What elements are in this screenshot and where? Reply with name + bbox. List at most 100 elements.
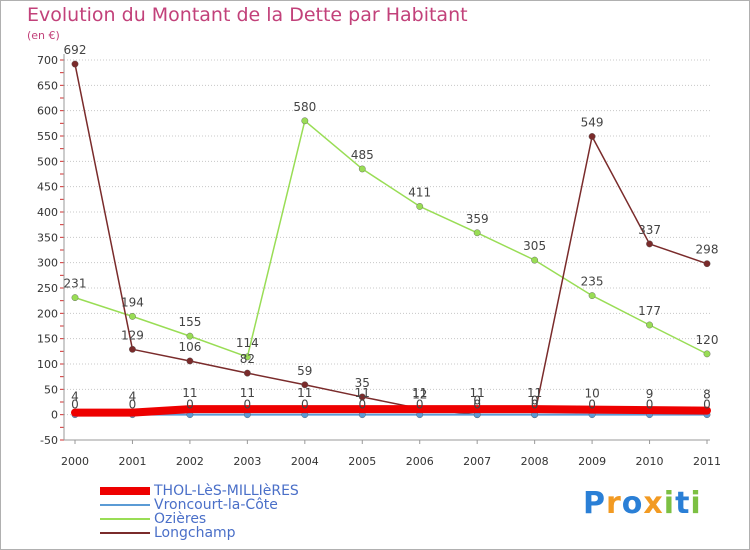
y-tick-label: 200 [37,307,58,320]
data-point [71,60,79,68]
data-label: 0 [646,398,654,412]
y-tick-label: -50 [40,434,58,447]
data-label: 549 [581,116,604,130]
x-tick-label: 2000 [61,455,89,468]
x-tick-label: 2002 [176,455,204,468]
data-label: 114 [236,336,259,350]
data-label: 9 [646,387,654,401]
data-label: 11 [297,386,312,400]
data-point [186,332,194,340]
x-tick-label: 2011 [693,455,721,468]
data-label: 411 [408,185,431,199]
data-point [129,312,136,320]
data-point [646,240,653,248]
legend: THOL-LèS-MILLIèRES Vroncourt-la-Côte Ozièr… [100,483,400,541]
x-tick-label: 2009 [578,455,606,468]
y-tick-label: 100 [37,358,58,371]
data-label: 11 [527,386,542,400]
data-label: 0 [358,398,366,412]
data-label: 0 [416,398,424,412]
data-label: 11 [470,386,485,400]
series-line [74,120,708,358]
logo-letter: i [690,486,702,521]
y-tick-label: 700 [37,54,58,67]
data-label: 194 [121,295,144,309]
data-label: 0 [703,398,711,412]
y-tick-label: 450 [37,181,58,194]
data-label: 231 [64,277,87,291]
x-tick-label: 2001 [118,455,146,468]
data-label: 82 [240,352,255,366]
data-point [71,294,79,302]
data-label: 692 [64,43,87,57]
logo-letter: r [606,486,622,521]
data-label: 0 [186,398,194,412]
data-label: 35 [355,376,370,390]
data-label: 8 [703,388,711,402]
data-label: 155 [178,315,201,329]
data-label: 0 [301,398,309,412]
data-label: 0 [71,398,79,412]
legend-swatch [100,487,150,495]
y-axis-unit-label: (en €) [27,29,60,42]
x-tick-label: 2003 [233,455,261,468]
data-point [473,229,481,237]
x-tick-label: 2004 [291,455,319,468]
x-tick-label: 2005 [348,455,376,468]
logo-letter: P [583,486,606,521]
legend-label: Vroncourt-la-Côte [154,497,278,513]
y-tick-label: 550 [37,130,58,143]
series-line [71,405,711,417]
data-label: 11 [240,386,255,400]
data-label: 485 [351,148,374,162]
data-label: 129 [121,328,144,342]
data-label: 359 [466,212,489,226]
y-tick-label: 0 [51,409,58,422]
legend-label: THOL-LèS-MILLIèRES [154,483,299,499]
series-line [74,63,708,416]
data-label: 0 [473,398,481,412]
data-labels: 2311941551145804854113593052351771206921… [64,43,719,412]
data-label: 0 [531,394,539,408]
data-label: 59 [297,364,312,378]
data-point [301,381,309,389]
logo-letter: t [675,486,691,521]
logo-letter: o [621,486,644,521]
legend-label: Ozières [154,511,207,527]
y-tick-label: 150 [37,333,58,346]
data-point [358,165,366,173]
legend-item: Vroncourt-la-Côte [100,497,400,513]
grid-lines [64,59,710,441]
data-label: 0 [588,398,596,412]
line-chart: -500501001502002503003504004505005506006… [37,43,721,468]
axes: -500501001502002503003504004505005506006… [37,54,721,468]
data-label: 120 [696,333,719,347]
data-label: 0 [129,398,137,412]
data-label: 4 [129,390,137,404]
y-tick-label: 300 [37,257,58,270]
data-point [703,260,711,268]
logo-letter: i [663,486,676,521]
legend-swatch [100,518,150,520]
data-label: 0 [531,398,539,412]
data-label: 10 [584,387,599,401]
legend-item: THOL-LèS-MILLIèRES [100,483,400,499]
data-label: 11 [182,386,197,400]
legend-swatch [100,504,150,506]
y-tick-label: 600 [37,105,58,118]
y-tick-label: 50 [44,383,58,396]
data-point [588,292,596,299]
data-point [243,353,251,361]
data-label: 305 [523,239,546,253]
x-tick-label: 2006 [406,455,434,468]
logo-letter: x [643,486,664,521]
data-label: 580 [293,100,316,114]
data-point [243,369,251,377]
y-tick-label: 500 [37,155,58,168]
data-label: 106 [178,340,201,354]
data-label: 337 [638,223,661,237]
proxiti-logo: Proxiti [583,486,702,521]
y-tick-label: 650 [37,79,58,92]
data-label: 4 [71,390,79,404]
